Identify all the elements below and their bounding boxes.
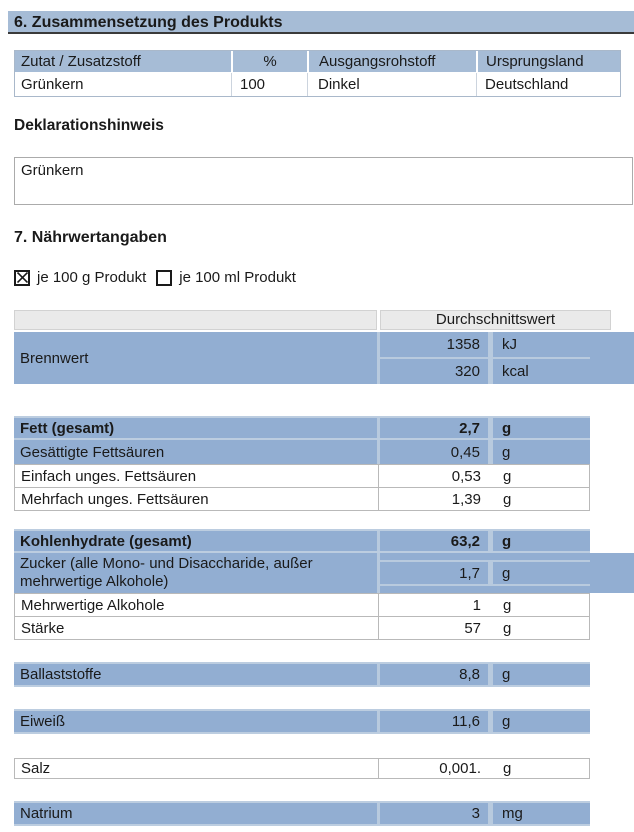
checkbox-per-100ml[interactable] — [156, 269, 173, 286]
cell-land: Deutschland — [476, 73, 616, 96]
row-eiweiss: Eiweiß 11,6 g — [14, 709, 590, 734]
nutrition-header-row: Durchschnittswert — [14, 310, 634, 330]
value-natrium: 3 — [471, 805, 480, 822]
value-salz: 0,001. — [439, 760, 481, 777]
ingredients-header-row: Zutat / Zusatzstoff % Ausgangsrohstoff U… — [15, 51, 620, 73]
label-per-100ml: je 100 ml Produkt — [179, 269, 296, 286]
row-mehrwertige-alkohole: Mehrwertige Alkohole 1 g — [15, 594, 589, 616]
table-row: Grünkern 100 Dinkel Deutschland — [15, 73, 620, 96]
label-ballaststoffe: Ballaststoffe — [20, 666, 102, 683]
value-einfach-unges: 0,53 — [451, 467, 481, 485]
cell-percent: 100 — [231, 73, 307, 96]
label-salz: Salz — [21, 760, 51, 777]
unit-kohlenhydrate: g — [502, 532, 512, 550]
row-mehrfach-unges: Mehrfach unges. Fettsäuren 1,39 g — [15, 487, 589, 510]
row-salz: Salz 0,001. g — [15, 759, 589, 778]
col-header-land: Ursprungsland — [476, 51, 616, 72]
nutrition-header-spacer — [14, 310, 377, 330]
unit-brennwert-kj: kJ — [502, 336, 517, 353]
label-natrium: Natrium — [20, 805, 73, 822]
section-6-header: 6. Zusammensetzung des Produkts — [8, 11, 634, 34]
section-7-title: 7. Nährwertangaben — [14, 229, 167, 246]
value-staerke: 57 — [464, 619, 481, 637]
label-brennwert: Brennwert — [20, 349, 89, 367]
label-eiweiss: Eiweiß — [20, 713, 66, 730]
unit-eiweiss: g — [502, 713, 511, 730]
label-mehrfach-unges: Mehrfach unges. Fettsäuren — [21, 490, 209, 508]
row-zucker: Zucker (alle Mono- und Disaccharide, auß… — [14, 553, 634, 593]
value-fett-gesamt: 2,7 — [459, 419, 480, 437]
row-ballaststoffe: Ballaststoffe 8,8 g — [14, 662, 590, 687]
cell-zutat: Grünkern — [15, 73, 231, 96]
label-per-100g: je 100 g Produkt — [37, 269, 147, 286]
row-salz-group: Salz 0,001. g — [14, 758, 590, 779]
unit-mehrwertige-alkohole: g — [503, 596, 512, 614]
unit-zucker: g — [502, 564, 511, 582]
value-ballaststoffe: 8,8 — [459, 666, 480, 683]
kohlenhydrate-subrows-group: Mehrwertige Alkohole 1 g Stärke 57 g — [14, 593, 590, 640]
row-brennwert: Brennwert 1358 kJ 320 kcal — [14, 332, 634, 384]
value-mehrfach-unges: 1,39 — [451, 490, 481, 508]
value-kohlenhydrate: 63,2 — [450, 532, 480, 550]
unit-natrium: mg — [502, 805, 523, 822]
value-gesaettigte: 0,45 — [450, 443, 480, 461]
value-brennwert-kj: 1358 — [446, 336, 480, 353]
col-header-rohstoff: Ausgangsrohstoff — [307, 51, 476, 72]
row-gesaettigte-fettsaeuren: Gesättigte Fettsäuren 0,45 g — [14, 440, 590, 464]
nutrition-table: Durchschnittswert Brennwert 1358 kJ 320 … — [14, 310, 634, 826]
row-natrium: Natrium 3 mg — [14, 801, 590, 826]
col-header-zutat: Zutat / Zusatzstoff — [21, 53, 141, 70]
checkbox-per-100g[interactable] — [14, 269, 30, 286]
value-zucker: 1,7 — [459, 564, 480, 582]
unit-staerke: g — [503, 619, 512, 637]
row-einfach-unges: Einfach unges. Fettsäuren 0,53 g — [15, 465, 589, 487]
section-6-title: 6. Zusammensetzung des Produkts — [14, 14, 283, 31]
value-brennwert-kcal: 320 — [454, 363, 480, 380]
label-staerke: Stärke — [21, 619, 65, 637]
row-kohlenhydrate-gesamt: Kohlenhydrate (gesamt) 63,2 g — [14, 529, 590, 553]
row-fett-gesamt: Fett (gesamt) 2,7 g — [14, 416, 590, 440]
unit-gesaettigte: g — [502, 443, 511, 461]
checkbox-x-icon — [16, 272, 28, 283]
declaration-text-field[interactable]: Grünkern — [14, 157, 633, 205]
unit-mehrfach-unges: g — [503, 490, 512, 508]
declaration-heading: Deklarationshinweis — [14, 117, 164, 134]
label-kohlenhydrate: Kohlenhydrate (gesamt) — [20, 532, 192, 550]
unit-einfach-unges: g — [503, 467, 512, 485]
label-mehrwertige-alkohole: Mehrwertige Alkohole — [21, 596, 165, 614]
ingredients-table: Zutat / Zusatzstoff % Ausgangsrohstoff U… — [14, 50, 621, 97]
unit-salz: g — [503, 760, 512, 777]
value-mehrwertige-alkohole: 1 — [472, 596, 481, 614]
unit-options-row: je 100 g Produkt je 100 ml Produkt — [14, 269, 634, 286]
unit-fett-gesamt: g — [502, 419, 512, 437]
label-gesaettigte: Gesättigte Fettsäuren — [20, 443, 165, 461]
value-eiweiss: 11,6 — [451, 713, 480, 730]
label-einfach-unges: Einfach unges. Fettsäuren — [21, 467, 197, 485]
col-header-percent: % — [231, 51, 307, 72]
label-zucker: Zucker (alle Mono- und Disaccharide, auß… — [20, 555, 313, 590]
unit-brennwert-kcal: kcal — [502, 363, 529, 380]
unit-ballaststoffe: g — [502, 666, 511, 683]
nutrition-column-header: Durchschnittswert — [380, 310, 611, 330]
cell-rohstoff: Dinkel — [307, 73, 476, 96]
row-staerke: Stärke 57 g — [15, 616, 589, 639]
fett-subrows-group: Einfach unges. Fettsäuren 0,53 g Mehrfac… — [14, 464, 590, 511]
declaration-text: Grünkern — [21, 162, 84, 179]
label-fett-gesamt: Fett (gesamt) — [20, 419, 115, 437]
